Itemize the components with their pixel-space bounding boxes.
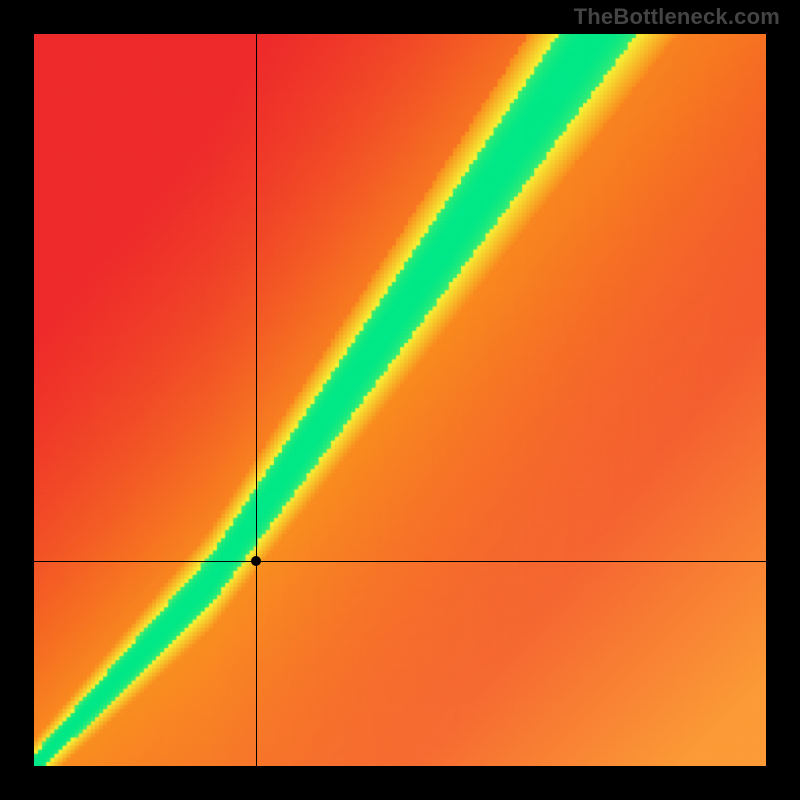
crosshair-vertical bbox=[256, 34, 257, 766]
chart-container: TheBottleneck.com bbox=[0, 0, 800, 800]
crosshair-horizontal bbox=[34, 561, 766, 562]
watermark-text: TheBottleneck.com bbox=[574, 4, 780, 30]
plot-area bbox=[34, 34, 766, 766]
heatmap-canvas bbox=[34, 34, 766, 766]
data-point-marker bbox=[251, 556, 261, 566]
